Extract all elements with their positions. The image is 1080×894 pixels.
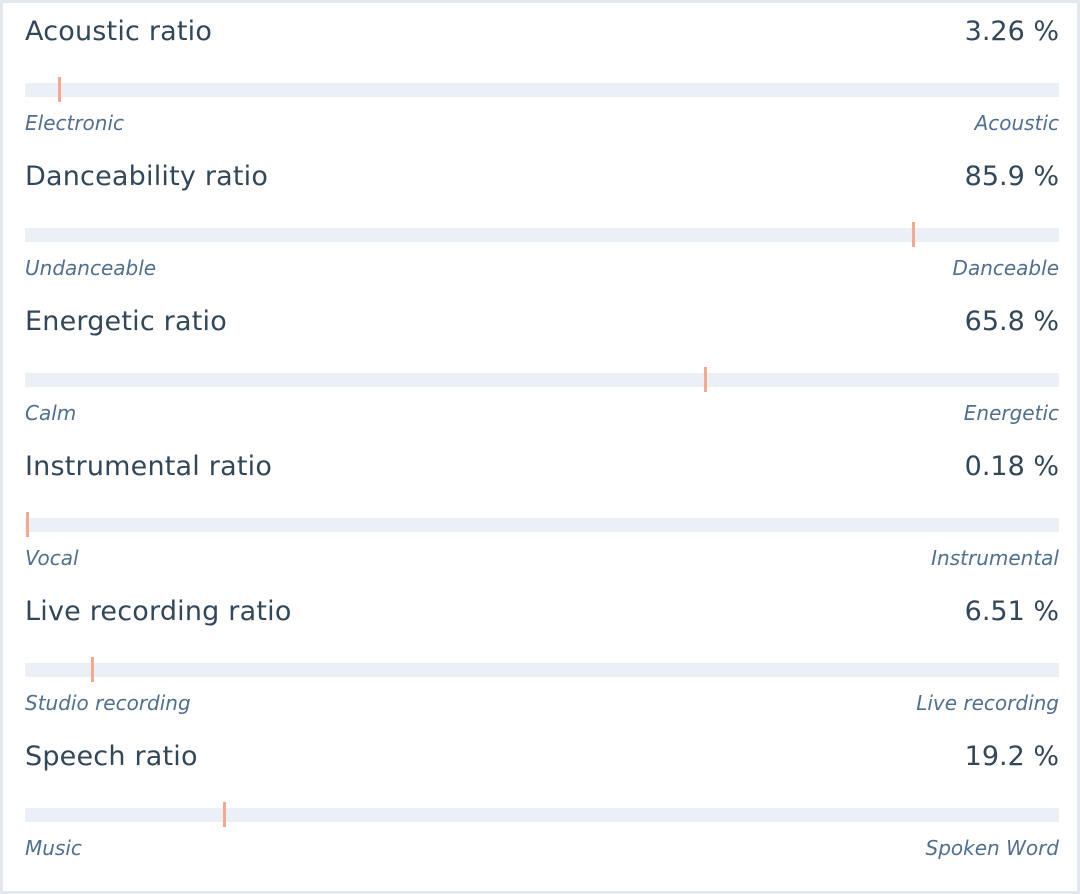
max-label: Energetic	[963, 401, 1059, 425]
metric-live-recording-ratio: Live recording ratio 6.51 % Studio recor…	[25, 580, 1059, 725]
metric-title: Energetic ratio	[25, 306, 227, 337]
metric-value: 85.9 %	[964, 161, 1059, 192]
min-label: Vocal	[25, 546, 79, 570]
metric-title: Danceability ratio	[25, 161, 269, 192]
ratio-marker	[91, 657, 95, 682]
metric-value: 3.26 %	[964, 16, 1059, 47]
metric-acoustic-ratio: Acoustic ratio 3.26 % Electronic Acousti…	[25, 0, 1059, 145]
ratio-marker	[222, 802, 226, 827]
metric-title: Acoustic ratio	[25, 16, 213, 47]
metric-value: 0.18 %	[964, 451, 1059, 482]
metric-value: 6.51 %	[964, 596, 1059, 627]
metric-danceability-ratio: Danceability ratio 85.9 % Undanceable Da…	[25, 145, 1059, 290]
ratio-marker	[57, 77, 61, 102]
min-label: Studio recording	[25, 691, 191, 715]
ratio-track	[25, 228, 1059, 242]
min-label: Music	[25, 836, 82, 860]
ratio-track	[25, 663, 1059, 677]
ratio-marker	[25, 512, 29, 537]
max-label: Instrumental	[931, 546, 1059, 570]
metric-speech-ratio: Speech ratio 19.2 % Music Spoken Word	[25, 725, 1059, 870]
metric-energetic-ratio: Energetic ratio 65.8 % Calm Energetic	[25, 290, 1059, 435]
ratio-track	[25, 373, 1059, 387]
ratio-track	[25, 518, 1059, 532]
metric-instrumental-ratio: Instrumental ratio 0.18 % Vocal Instrume…	[25, 435, 1059, 580]
max-label: Acoustic	[974, 111, 1059, 135]
metric-title: Instrumental ratio	[25, 451, 273, 482]
metric-title: Speech ratio	[25, 741, 198, 772]
ratio-marker	[704, 367, 708, 392]
min-label: Undanceable	[25, 256, 157, 280]
max-label: Live recording	[916, 691, 1059, 715]
max-label: Spoken Word	[925, 836, 1059, 860]
ratio-track	[25, 808, 1059, 822]
min-label: Electronic	[25, 111, 125, 135]
ratio-track	[25, 83, 1059, 97]
metric-title: Live recording ratio	[25, 596, 292, 627]
metric-value: 65.8 %	[964, 306, 1059, 337]
ratio-marker	[912, 222, 916, 247]
min-label: Calm	[25, 401, 77, 425]
max-label: Danceable	[952, 256, 1059, 280]
metric-value: 19.2 %	[964, 741, 1059, 772]
